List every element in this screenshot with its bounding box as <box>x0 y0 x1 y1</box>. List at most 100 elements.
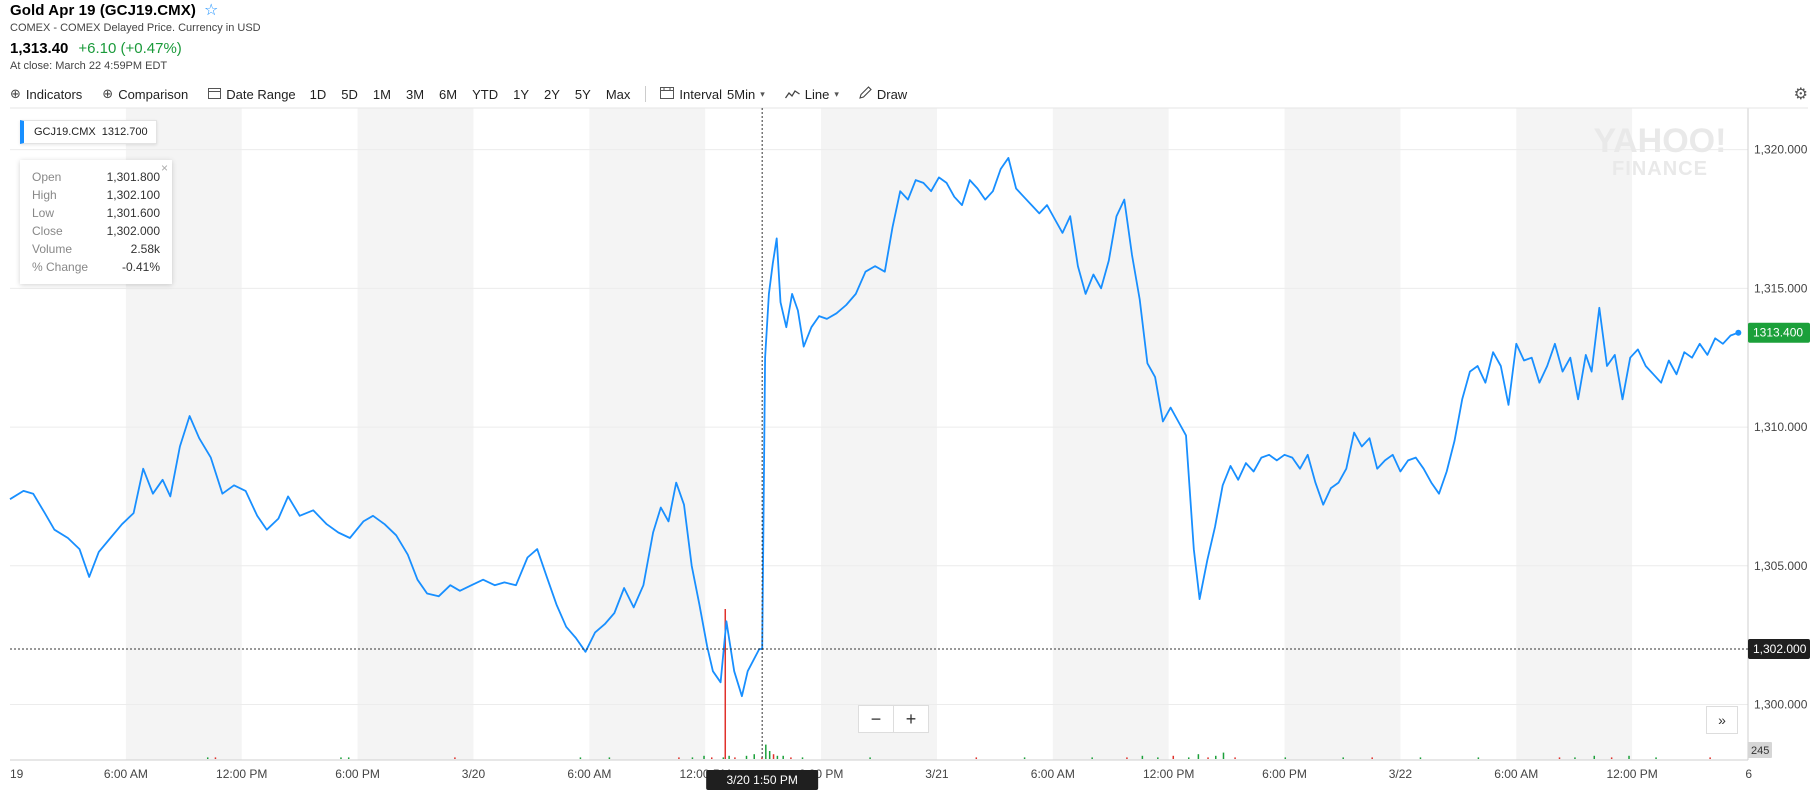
volume-bar <box>1172 755 1175 759</box>
chart-type-dropdown[interactable]: Line ▾ <box>784 86 839 102</box>
volume-bar <box>772 754 775 759</box>
expand-chart-button[interactable]: » <box>1706 706 1738 734</box>
volume-bar <box>1628 755 1630 759</box>
instrument-title: Gold Apr 19 (GCJ19.CMX) <box>10 2 196 19</box>
settings-gear-icon[interactable]: ⚙ <box>1793 86 1808 103</box>
volume-bar <box>1284 757 1287 759</box>
zoom-out-button[interactable]: − <box>859 706 894 732</box>
range-5y[interactable]: 5Y <box>574 86 591 102</box>
tooltip-value: 2.58k <box>130 242 160 256</box>
volume-bar <box>1419 757 1422 759</box>
volume-bar <box>745 755 748 759</box>
x-tick-label: 19 <box>10 767 24 781</box>
volume-bar <box>1187 757 1190 759</box>
range-3m[interactable]: 3M <box>405 86 425 102</box>
range-max[interactable]: Max <box>605 86 631 102</box>
y-tick-label: 1,315.000 <box>1754 281 1808 295</box>
tooltip-value: 1,301.600 <box>106 206 160 220</box>
volume-bar <box>710 757 713 759</box>
interval-label: Interval <box>679 86 723 102</box>
chart-type-label: Line <box>804 86 830 102</box>
close-icon[interactable]: × <box>160 161 168 175</box>
tooltip-row: High 1,302.100 <box>32 186 160 204</box>
finance-watermark: FINANCE <box>1612 158 1708 180</box>
volume-bar <box>1207 757 1209 759</box>
series-legend-tag: GCJ19.CMX 1312.700 <box>20 120 157 144</box>
range-1m[interactable]: 1M <box>372 86 391 102</box>
crosshair-time-badge <box>706 770 819 790</box>
last-price: 1,313.40 <box>10 40 69 57</box>
range-ytd[interactable]: YTD <box>472 86 499 102</box>
x-tick-label: 6:00 PM <box>1262 767 1307 781</box>
volume-bar <box>214 757 217 759</box>
price-line[interactable] <box>9 156 1739 698</box>
range-1y[interactable]: 1Y <box>513 86 530 102</box>
draw-button[interactable]: Draw <box>859 86 907 102</box>
tooltip-row: Volume 2.58k <box>32 240 160 258</box>
session-band <box>1052 108 1169 760</box>
x-tick-label: 12:00 PM <box>216 767 267 781</box>
volume-bar <box>1558 757 1561 759</box>
range-2y[interactable]: 2Y <box>544 86 560 102</box>
volume-bar <box>1023 757 1026 759</box>
tooltip-value: 1,302.000 <box>106 224 160 238</box>
indicators-button[interactable]: ⊕ Indicators <box>10 86 82 102</box>
toolbar-divider <box>645 86 647 102</box>
volume-bar <box>340 757 342 759</box>
volume-bar <box>765 744 767 759</box>
volume-bar <box>454 757 456 759</box>
volume-bar <box>579 757 582 759</box>
x-tick-label: 6:00 AM <box>1494 767 1538 781</box>
comparison-button[interactable]: ⊕ Comparison <box>102 86 188 102</box>
line-chart-icon <box>784 87 800 102</box>
tooltip-value: 1,301.800 <box>106 170 160 184</box>
series-symbol: GCJ19.CMX <box>34 126 96 138</box>
session-band <box>589 108 706 760</box>
x-tick-label: 6:00 PM <box>335 767 380 781</box>
volume-bar <box>206 757 209 759</box>
tooltip-row: Close 1,302.000 <box>32 222 160 240</box>
x-tick-label: 12:00 PM <box>1143 767 1194 781</box>
interval-dropdown[interactable]: Interval 5Min ▾ <box>660 86 765 102</box>
volume-bar <box>1141 755 1144 759</box>
range-1d[interactable]: 1D <box>309 86 327 102</box>
y-tick-label: 1,310.000 <box>1754 420 1808 434</box>
volume-bar <box>1574 757 1576 759</box>
y-tick-label: 1,320.000 <box>1754 143 1808 157</box>
crosshair-price-badge <box>1748 639 1810 660</box>
volume-bar <box>1709 757 1711 759</box>
crosshair-price-label: 1,302.000 <box>1753 642 1807 656</box>
exchange-subtitle: COMEX - COMEX Delayed Price. Currency in… <box>10 22 261 34</box>
series-value: 1312.700 <box>101 126 148 138</box>
indicators-label: Indicators <box>25 86 83 102</box>
interval-icon <box>660 86 675 102</box>
tooltip-label: Low <box>32 206 55 220</box>
tooltip-label: Volume <box>32 242 73 256</box>
yahoo-watermark: YAHOO! <box>1594 122 1727 160</box>
session-band <box>1516 108 1633 760</box>
range-5d[interactable]: 5D <box>341 86 358 102</box>
range-6m[interactable]: 6M <box>439 86 458 102</box>
watchlist-star-icon[interactable]: ☆ <box>203 1 219 19</box>
x-tick-label: 6:00 AM <box>1031 767 1075 781</box>
x-tick-label: 6:00 AM <box>567 767 611 781</box>
volume-bar <box>734 757 736 759</box>
pencil-icon <box>859 86 872 102</box>
tooltip-label: Close <box>32 224 63 238</box>
date-range-button[interactable]: Date Range <box>208 87 296 102</box>
zoom-in-button[interactable]: + <box>905 708 917 729</box>
volume-bar <box>975 757 978 759</box>
volume-bar <box>691 757 694 759</box>
price-change: +6.10 (+0.47%) <box>78 40 182 57</box>
volume-badge-label: 245 <box>1751 745 1769 757</box>
volume-bar <box>761 757 763 759</box>
tooltip-value: 1,302.100 <box>106 188 160 202</box>
close-time: At close: March 22 4:59PM EDT <box>10 60 168 72</box>
volume-bar <box>722 757 725 759</box>
quote-header: Gold Apr 19 (GCJ19.CMX) ☆ COMEX - COMEX … <box>10 2 261 72</box>
volume-bar <box>1126 757 1128 759</box>
volume-bar <box>1371 757 1373 759</box>
chart-toolbar: ⊕ Indicators ⊕ Comparison Date Range 1D … <box>10 84 1814 104</box>
volume-bar <box>782 755 784 759</box>
